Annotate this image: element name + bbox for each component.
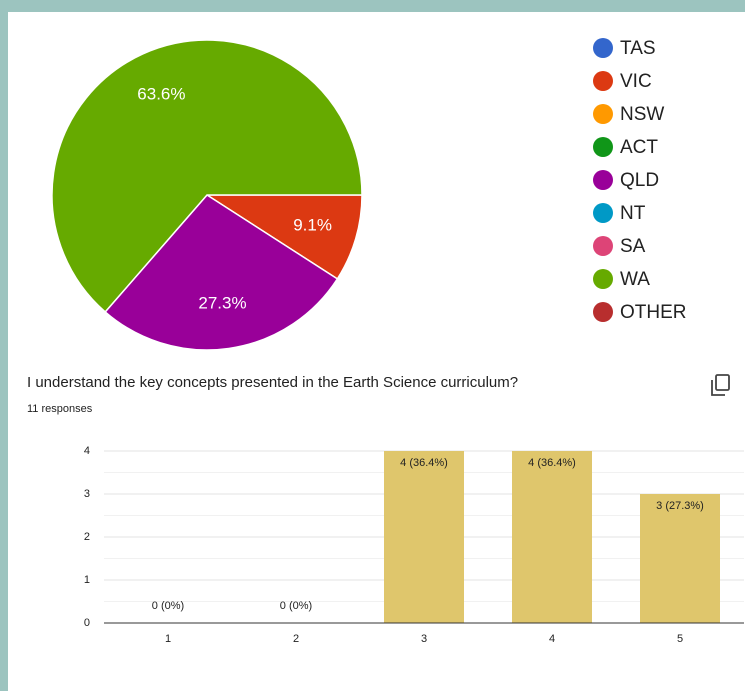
x-tick-label: 3 (421, 633, 427, 645)
data-label: 0 (0%) (280, 600, 312, 612)
data-label: 3 (27.3%) (656, 500, 704, 512)
bar (384, 451, 464, 623)
legend-label: VIC (620, 71, 652, 92)
x-tick-label: 2 (293, 633, 299, 645)
legend-marker (593, 38, 613, 58)
data-label: 0 (0%) (152, 600, 184, 612)
legend-marker (593, 203, 613, 223)
legend-marker (593, 269, 613, 289)
legend-marker (593, 71, 613, 91)
bar (512, 451, 592, 623)
legend-label: NT (620, 203, 646, 224)
legend-marker (593, 170, 613, 190)
bar (640, 494, 720, 623)
pie-slice (104, 194, 339, 351)
x-tick-label: 5 (677, 633, 683, 645)
legend-label: WA (620, 269, 650, 290)
data-label: 4 (36.4%) (400, 457, 448, 469)
pie-slice (51, 39, 363, 313)
data-label: 4 (36.4%) (528, 457, 576, 469)
legend-label: OTHER (620, 302, 687, 323)
legend-marker (593, 137, 613, 157)
y-tick-label: 2 (84, 531, 90, 543)
y-tick-label: 0 (84, 617, 90, 629)
slice-label: 63.6% (137, 84, 185, 103)
legend-label: SA (620, 236, 646, 257)
copy-icon[interactable] (711, 374, 730, 396)
legend-label: NSW (620, 104, 664, 125)
x-tick-label: 1 (165, 633, 171, 645)
legend-marker (593, 302, 613, 322)
x-tick-label: 4 (549, 633, 555, 645)
legend-marker (593, 236, 613, 256)
slice-label: 9.1% (293, 216, 332, 235)
y-tick-label: 4 (84, 445, 90, 457)
copy-icon-front[interactable] (715, 374, 730, 391)
legend-label: ACT (620, 137, 658, 158)
slice-label: 27.3% (198, 293, 246, 312)
legend-label: QLD (620, 170, 659, 191)
response-count: 11 responses (27, 403, 93, 415)
legend-marker (593, 104, 613, 124)
question-title: I understand the key concepts presented … (27, 374, 518, 391)
copy-icon-back[interactable] (711, 380, 725, 396)
pie-slice (204, 194, 363, 280)
y-tick-label: 1 (84, 574, 90, 586)
y-tick-label: 3 (84, 488, 90, 500)
legend-label: TAS (620, 38, 656, 59)
